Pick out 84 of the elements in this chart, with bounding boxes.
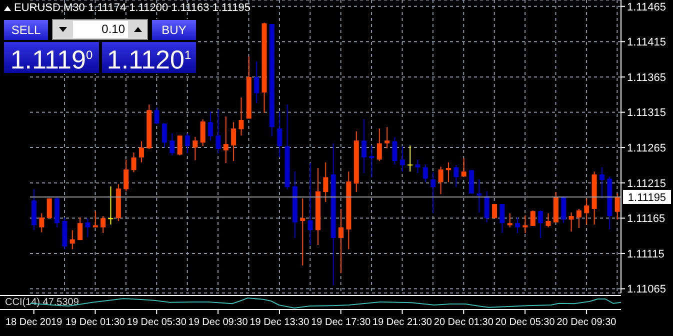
x-tick-label: 19 Dec 01:30 (65, 317, 126, 328)
y-tick-label: 1.11165 (627, 213, 666, 226)
candlestick (599, 166, 604, 199)
chart-title: EURUSD,M30 1.11174 1.11200 1.11163 1.11195 (14, 2, 250, 14)
candlestick (308, 162, 313, 246)
candlestick (323, 162, 328, 202)
annotation: 0.10 (73, 21, 128, 38)
y-tick-label: 1.11065 (627, 284, 666, 296)
candlestick (438, 166, 444, 195)
annotation: 1.1119$^{0}$ (10, 44, 93, 75)
candlestick (522, 214, 528, 234)
x-tick-label: 19 Dec 17:30 (311, 317, 372, 328)
candlestick (392, 136, 398, 166)
annotation: BUY (151, 19, 197, 41)
candlestick (216, 108, 221, 154)
y-tick-label: 1.11265 (627, 142, 666, 154)
candlestick (338, 208, 344, 274)
candlestick (546, 212, 551, 228)
y-tick-label: 1.11415 (627, 36, 666, 49)
candlestick (584, 198, 590, 226)
candlestick (461, 158, 466, 178)
x-tick-label: 18 Dec 2019 (5, 317, 63, 328)
y-tick-label: 1.11315 (627, 107, 666, 120)
candlestick (185, 132, 190, 154)
candlestick (231, 122, 236, 162)
y-tick-label: 1.11365 (627, 72, 666, 84)
candlestick (39, 212, 44, 233)
candlestick (177, 135, 182, 156)
candlestick (500, 204, 505, 234)
candlestick (384, 126, 390, 149)
x-tick-label: 19 Dec 05:30 (126, 317, 187, 328)
candlestick (400, 146, 405, 172)
candlestick (300, 198, 306, 266)
candlestick (277, 111, 282, 158)
candlestick (238, 96, 244, 136)
candlestick (131, 152, 136, 173)
candlestick (576, 208, 582, 229)
x-tick-label: 20 Dec 01:30 (434, 317, 494, 328)
x-tick-label: 19 Dec 13:30 (250, 317, 310, 328)
candlestick (530, 210, 536, 226)
x-tick-label: 20 Dec 05:30 (495, 317, 556, 328)
candlestick (92, 210, 98, 228)
candlestick (561, 196, 566, 224)
candlestick (108, 186, 114, 226)
candlestick (254, 60, 260, 104)
candlestick (124, 159, 129, 192)
x-tick-label: 19 Dec 09:30 (188, 317, 248, 328)
candlestick (476, 178, 482, 214)
candlestick (614, 192, 620, 220)
annotation: SELL (3, 19, 49, 41)
candlestick (208, 111, 214, 141)
candlestick (507, 212, 512, 228)
candlestick (568, 212, 574, 232)
candlestick (446, 162, 451, 183)
y-tick-label: 1.11215 (627, 178, 666, 190)
candlestick (70, 230, 75, 250)
candlestick (408, 144, 413, 172)
candlestick (430, 172, 436, 214)
candlestick (100, 216, 106, 234)
y-tick-label: 1.11115 (627, 248, 664, 260)
candlestick (422, 164, 428, 183)
candlestick (376, 128, 382, 162)
candlestick (200, 118, 206, 147)
candlestick (454, 164, 459, 188)
candlestick (538, 210, 544, 238)
y-tick-label: 1.11465 (627, 1, 666, 14)
candlestick (415, 159, 420, 174)
annotation: 1.1120$^{1}$ (106, 44, 192, 75)
candlestick (223, 116, 228, 164)
candlestick (85, 218, 90, 238)
candlestick (154, 106, 160, 125)
candlestick (484, 190, 490, 223)
ref-line-label: 1.11195 (628, 192, 666, 204)
x-tick-label: 20 Dec 09:30 (556, 317, 617, 328)
candlestick (492, 204, 498, 219)
x-tick-label: 19 Dec 21:30 (372, 317, 432, 328)
candlestick (192, 136, 198, 161)
candlestick (515, 216, 520, 234)
candlestick (369, 144, 374, 178)
candlestick (362, 118, 367, 174)
candlestick (78, 216, 83, 241)
candlestick (170, 132, 175, 156)
candlestick (138, 140, 144, 163)
candlestick (162, 123, 167, 148)
